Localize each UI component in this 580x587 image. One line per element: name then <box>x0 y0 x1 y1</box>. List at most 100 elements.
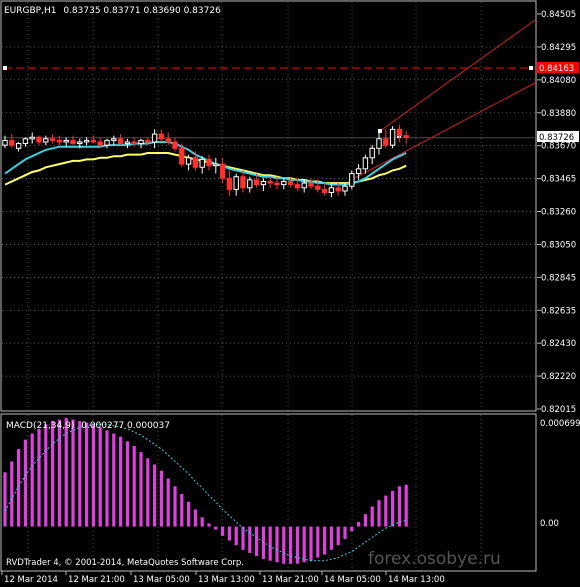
alert-line-group <box>3 66 535 70</box>
macd-histogram-bar <box>336 526 340 546</box>
price-label: 0.83670 <box>541 142 576 152</box>
candle-body <box>179 147 185 165</box>
candle-body <box>335 187 341 192</box>
candle-body <box>403 135 409 138</box>
macd-histogram-bar <box>350 526 354 532</box>
candle-body <box>226 177 233 190</box>
price-label: 0.83465 <box>541 175 576 185</box>
candle-body <box>172 141 178 149</box>
candle-body <box>36 136 42 143</box>
price-label: 0.82635 <box>541 306 576 316</box>
macd-histogram-bar <box>23 439 27 527</box>
macd-histogram-bar <box>173 486 177 527</box>
candle-body <box>342 185 348 192</box>
macd-histogram-bar <box>85 422 89 527</box>
macd-histogram-bar <box>261 526 265 560</box>
macd-histogram-bar <box>98 427 102 527</box>
time-label: 12 Mar 2014 <box>4 575 58 585</box>
macd-histogram-bar <box>323 526 327 555</box>
watermark: forex.osobye.ru <box>368 549 501 569</box>
time-label: 13 Mar 21:00 <box>262 575 319 585</box>
candle-body <box>22 138 29 145</box>
macd-histogram-bar <box>241 526 245 550</box>
macd-histogram-bar <box>78 421 82 527</box>
price-label: 0.82430 <box>541 339 576 349</box>
candle-body <box>56 139 63 143</box>
candle-body <box>104 139 110 146</box>
macd-histogram-bar <box>119 436 123 527</box>
macd-histogram-bar <box>316 526 320 558</box>
macd-histogram-bar <box>363 514 367 527</box>
alert-line-anchor <box>3 66 7 70</box>
macd-histogram-bar <box>221 526 225 536</box>
chart-header: EURGBP,H1 0.83735 0.83771 0.83690 0.8372… <box>4 6 221 16</box>
macd-histogram-bar <box>71 419 75 527</box>
candle-body <box>355 168 362 175</box>
macd-header: MACD(21,34,9) 0.000277 0.000037 <box>6 421 170 431</box>
candle-body <box>240 176 246 189</box>
macd-histogram-bar <box>125 441 129 527</box>
macd-histogram-bar <box>44 424 48 527</box>
time-label: 12 Mar 21:00 <box>68 575 125 585</box>
candle-body <box>2 139 8 146</box>
candle-body <box>376 138 382 149</box>
macd-histogram-bar <box>37 428 41 527</box>
macd-histogram-bar <box>132 445 136 527</box>
macd-histogram-bar <box>377 500 381 527</box>
main-panel-border <box>0 0 537 412</box>
macd-histogram-bar <box>282 526 286 564</box>
macd-histogram-bar <box>17 449 21 527</box>
macd-histogram-bar <box>3 472 7 527</box>
macd-histogram-bar <box>30 433 34 527</box>
candle-body <box>206 158 212 167</box>
alert-price-tag <box>537 62 579 73</box>
macd-histogram-bar <box>57 419 61 527</box>
candle-body <box>362 157 369 170</box>
macd-axis-top: 0.000699 <box>540 419 580 429</box>
macd-histogram-bar <box>207 523 211 527</box>
candle-body <box>321 188 328 194</box>
price-label: 0.83050 <box>541 240 576 250</box>
candle-body <box>151 133 158 143</box>
macd-histogram-bar <box>329 526 333 550</box>
candle-body <box>192 157 199 168</box>
candle-body <box>165 138 171 143</box>
channel-anchor <box>378 129 382 133</box>
candle-body <box>301 182 307 189</box>
candle-body <box>274 182 280 186</box>
macd-histogram-bar <box>404 484 408 527</box>
macd-histogram-bar <box>187 501 191 527</box>
macd-values: 0.000277 0.000037 <box>81 421 170 431</box>
price-label: 0.82015 <box>541 405 576 415</box>
macd-indicator <box>3 418 408 564</box>
macd-histogram-bar <box>159 470 163 527</box>
candle-body <box>315 185 321 190</box>
candle-body <box>308 182 314 187</box>
candle-body <box>185 157 192 165</box>
macd-histogram-bar <box>268 526 272 561</box>
price-label: 0.84080 <box>541 76 576 86</box>
macd-histogram-bar <box>227 526 231 541</box>
ohlc-values: 0.83735 0.83771 0.83690 0.83726 <box>63 6 221 16</box>
copyright-text: RVDTrader 4, © 2001-2014, MetaQuotes Sof… <box>6 558 244 568</box>
macd-histogram-bar <box>357 521 361 527</box>
macd-histogram-bar <box>289 526 293 564</box>
price-label: 0.83880 <box>541 109 576 119</box>
candle-body <box>383 138 389 146</box>
candle-body <box>90 139 97 143</box>
macd-histogram-bar <box>255 526 259 557</box>
candlesticks <box>2 124 409 198</box>
candle-body <box>199 158 205 168</box>
time-label: 13 Mar 13:00 <box>198 575 255 585</box>
candle-body <box>396 128 403 137</box>
candle-body <box>233 176 239 190</box>
candle-body <box>117 138 124 145</box>
slow-ma-line <box>4 152 407 186</box>
macd-histogram-bar <box>343 526 347 539</box>
macd-histogram-bar <box>193 509 197 527</box>
macd-histogram-bar <box>105 430 109 527</box>
candle-body <box>63 139 69 143</box>
candle-body <box>281 180 287 186</box>
